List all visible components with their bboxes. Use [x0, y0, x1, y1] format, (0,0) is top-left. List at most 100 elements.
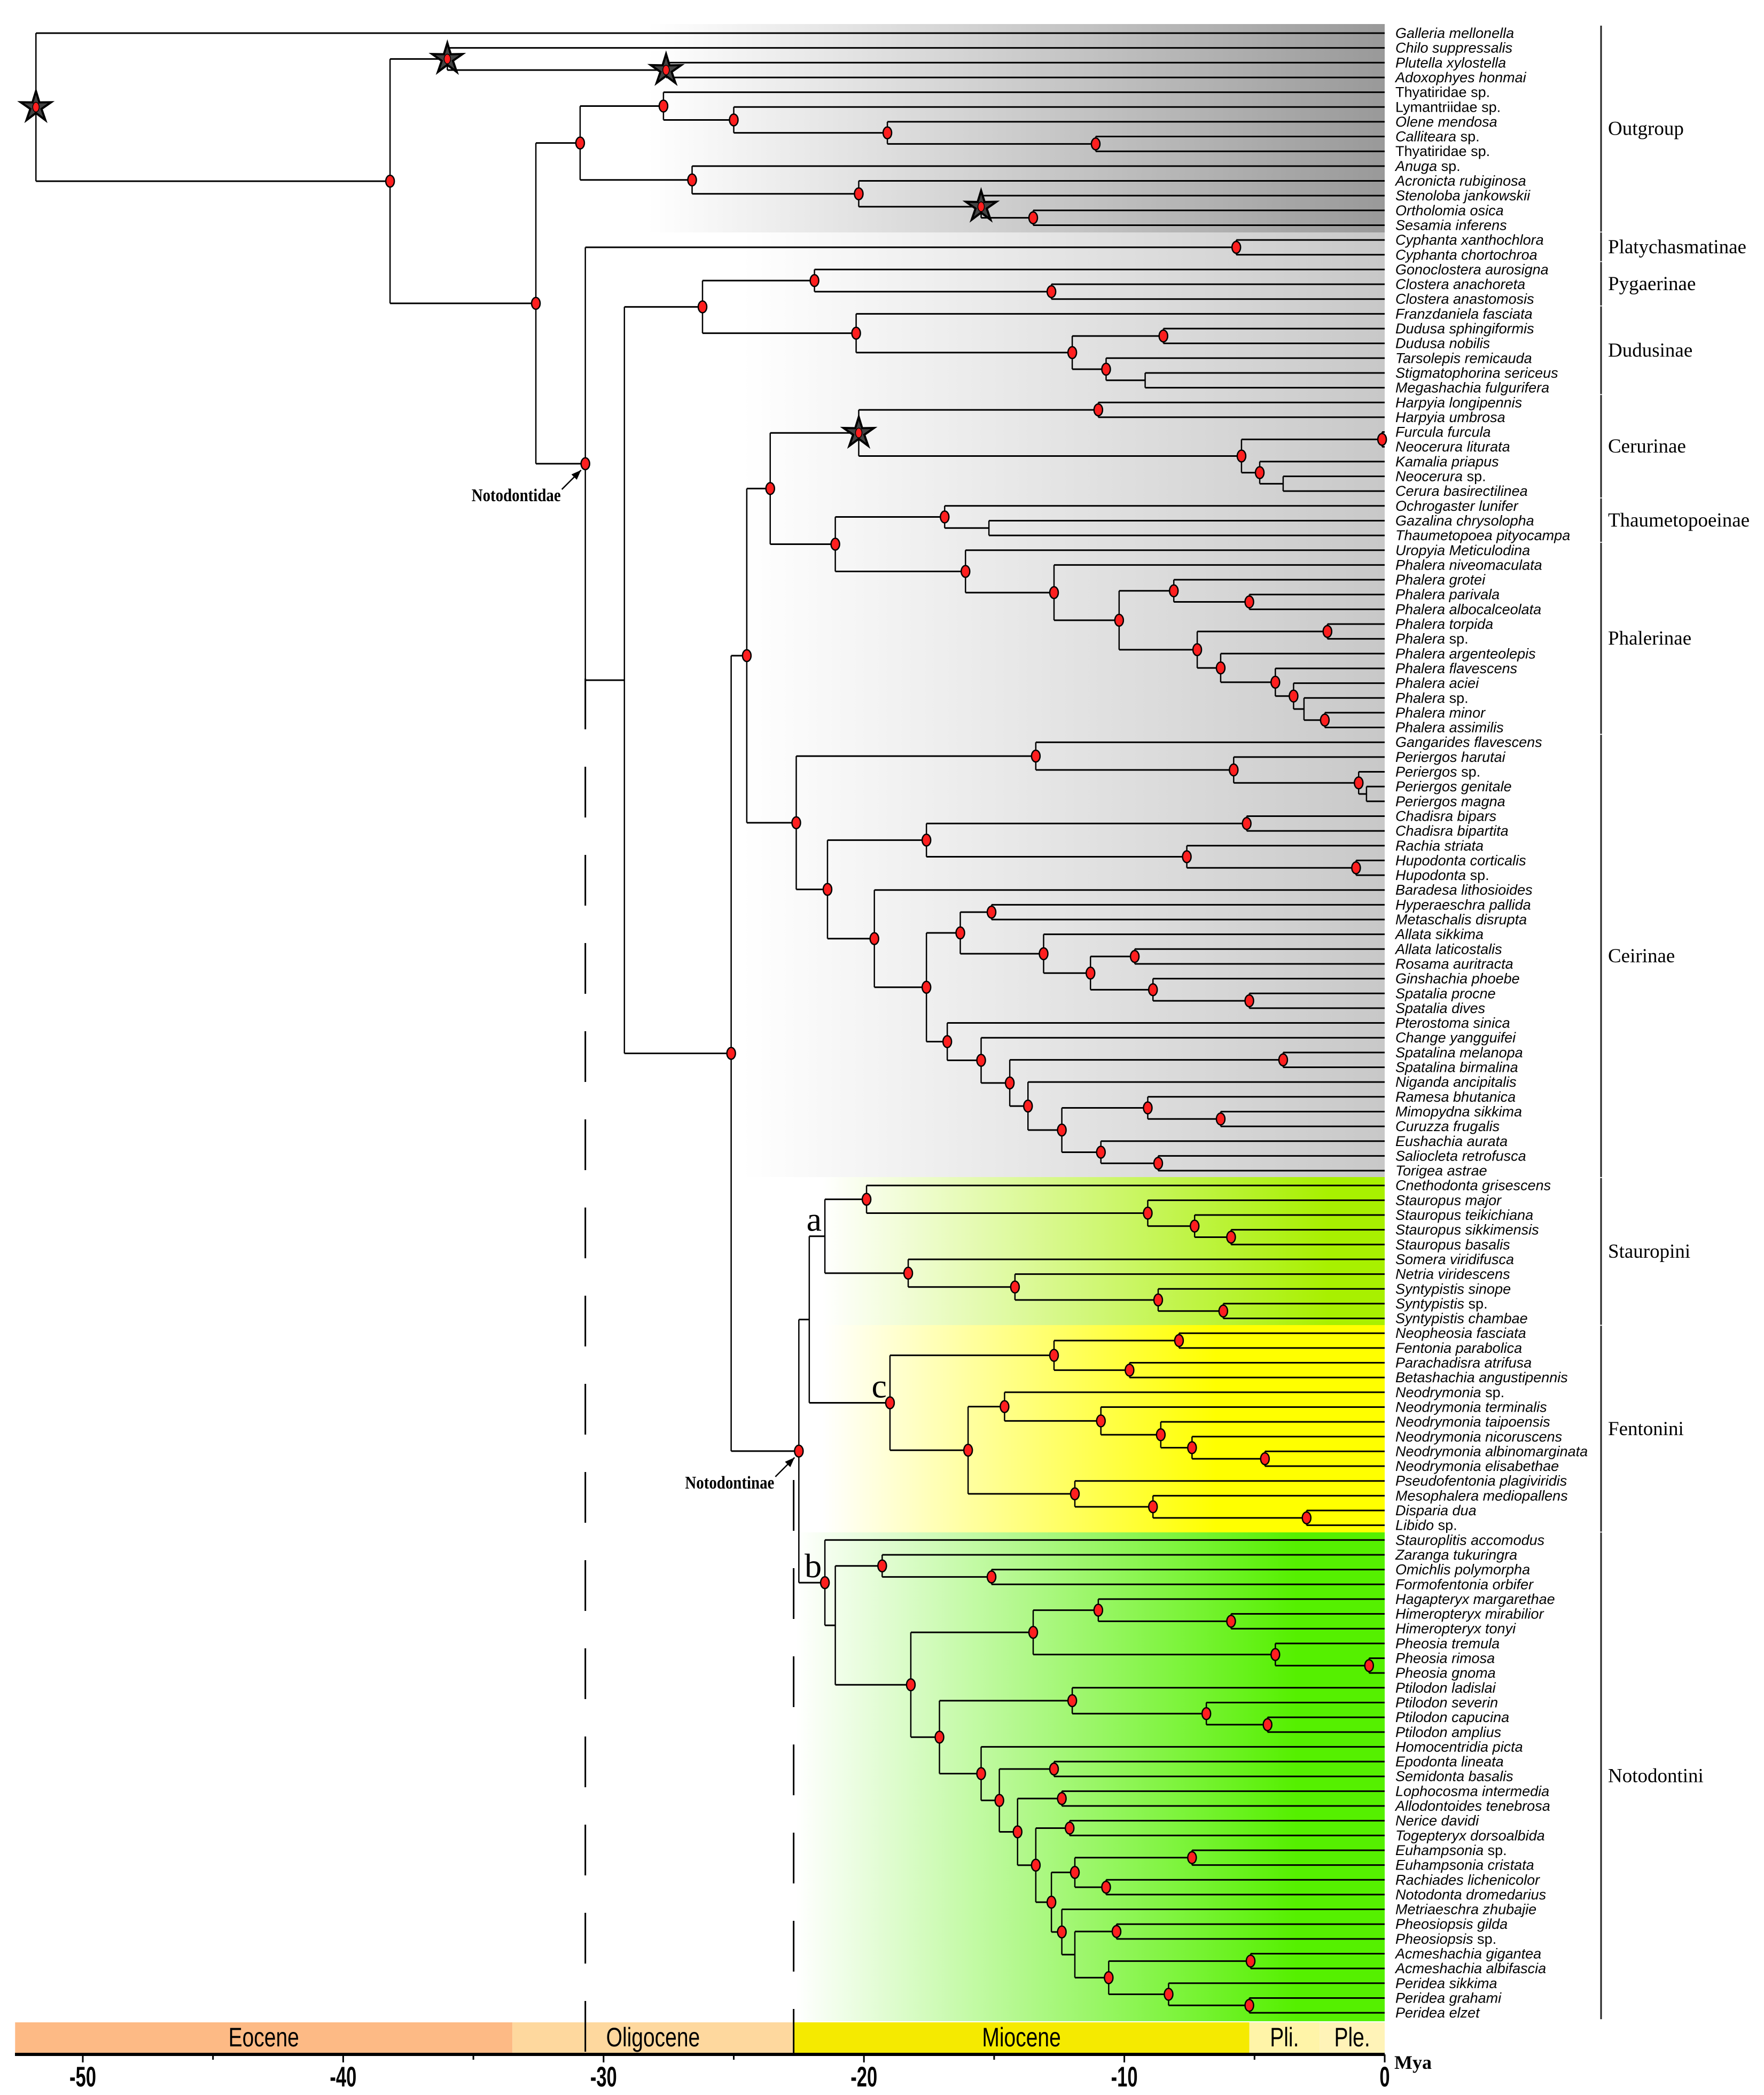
node-dot: [1096, 1146, 1106, 1159]
taxon-label: Phalera flavescens: [1395, 660, 1517, 676]
taxon-label: Gazalina chrysolopha: [1395, 512, 1534, 528]
node-dot: [1039, 947, 1049, 961]
taxon-label: Calliteara sp.: [1395, 129, 1480, 145]
node-dot: [976, 1054, 986, 1067]
taxon-label: Phalera argenteolepis: [1395, 645, 1536, 661]
taxon-label: Pseudofentonia plagiviridis: [1395, 1473, 1567, 1489]
axis-tick-label: -20: [850, 2062, 877, 2093]
taxon-label: Stenoloba jankowskii: [1395, 188, 1531, 204]
taxon-label: Pheosiopsis sp.: [1395, 1931, 1496, 1947]
clade-label-platychasmatinae: Platychasmatinae: [1608, 236, 1746, 258]
node-dot: [830, 538, 840, 551]
node-dot: [1244, 595, 1254, 609]
taxon-label: Neopheosia fasciata: [1395, 1325, 1526, 1341]
node-dot: [32, 102, 40, 113]
taxon-label: Netria viridescens: [1395, 1266, 1510, 1282]
taxon-label: Mesophalera mediopallens: [1395, 1487, 1568, 1504]
node-dot: [1031, 749, 1041, 763]
node-dot: [1153, 1156, 1164, 1170]
taxon-label: Libido sp.: [1395, 1517, 1457, 1533]
taxon-label: Nerice davidi: [1395, 1813, 1479, 1829]
taxon-label: Allata laticostalis: [1394, 941, 1502, 957]
taxon-label: Thyatiridae sp.: [1395, 84, 1490, 100]
node-dot: [1064, 1821, 1075, 1835]
taxon-label: Acmeshachia albifascia: [1394, 1960, 1546, 1976]
taxon-label: Ochrogaster lunifer: [1395, 498, 1519, 514]
taxon-genus: Thyatiridae: [1395, 84, 1467, 100]
notodontidae-shade: [743, 232, 1385, 1177]
node-dot: [994, 1794, 1004, 1807]
taxon-genus: Euhampsonia: [1395, 1842, 1484, 1858]
taxon-label: Periergos genitale: [1395, 778, 1512, 795]
clade-label-phalerinae: Phalerinae: [1608, 628, 1691, 650]
taxon-label: Niganda ancipitalis: [1395, 1074, 1517, 1090]
node-dot: [726, 1047, 736, 1060]
taxon-label: Baradesa lithosioides: [1395, 882, 1533, 898]
time-axis: Mya -50 -40 -30 -20 -10 0: [15, 2052, 1432, 2093]
taxon-label: Spatalia dives: [1395, 1000, 1485, 1016]
taxon-label: Phalera torpida: [1395, 616, 1493, 632]
node-dot: [741, 649, 752, 663]
node-dot: [1004, 1076, 1015, 1090]
axis-tick-label: -10: [1111, 2062, 1138, 2093]
node-dot: [977, 201, 985, 212]
taxon-label: Uropyia Meticulodina: [1395, 542, 1530, 558]
taxon-label: Neodrymonia albinomarginata: [1395, 1443, 1588, 1459]
taxon-label: Anuga sp.: [1394, 158, 1461, 174]
node-dot: [1215, 1112, 1226, 1126]
taxon-label: Euhampsonia cristata: [1395, 1857, 1534, 1873]
epoch-label: Eocene: [229, 2022, 299, 2052]
node-dot: [1093, 1603, 1104, 1617]
taxon-label: Tarsolepis remicauda: [1395, 350, 1532, 366]
taxon-label: Hupodonta corticalis: [1395, 852, 1526, 868]
taxon-label: Periergos magna: [1395, 793, 1505, 809]
taxon-label: Saliocleta retrofusca: [1395, 1148, 1526, 1164]
node-dot: [1057, 1792, 1067, 1805]
node-dot: [1242, 817, 1252, 830]
node-dot: [1262, 1718, 1273, 1732]
taxon-label: Dudusa nobilis: [1395, 336, 1490, 352]
node-dot: [1244, 1999, 1254, 2012]
taxon-genus: Phalera: [1395, 631, 1445, 647]
taxon-label: Neodrymonia taipoensis: [1395, 1414, 1550, 1430]
node-dot: [1129, 949, 1140, 963]
clade-label-fentonini: Fentonini: [1608, 1418, 1684, 1440]
taxon-label: Neodrymonia sp.: [1395, 1384, 1504, 1400]
taxon-label: Franzdaniela fasciata: [1395, 306, 1533, 322]
taxon-label: Epodonta lineata: [1395, 1754, 1504, 1770]
taxon-label: Lymantriidae sp.: [1395, 99, 1501, 115]
taxon-label: Neodrymonia nicoruscens: [1395, 1429, 1562, 1445]
node-dot: [986, 1570, 997, 1584]
taxon-label: Change yangguifei: [1395, 1030, 1516, 1046]
taxon-label: Spatalina birmalina: [1395, 1060, 1518, 1076]
node-dot: [1164, 1988, 1174, 2001]
node-dot: [921, 834, 932, 847]
taxon-label: Chadisra bipars: [1395, 808, 1496, 824]
taxon-label: Megashachia fulgurifera: [1395, 380, 1549, 396]
node-dot: [1067, 346, 1078, 360]
node-annotations: Notodontidae Notodontinae a c b: [472, 470, 887, 1585]
epoch-oligocene: [512, 2022, 794, 2053]
node-dot: [1322, 625, 1333, 638]
taxon-label: Peridea elzet: [1395, 2005, 1480, 2021]
taxon-label: Thyatiridae sp.: [1395, 143, 1490, 159]
node-dot: [1096, 1414, 1106, 1428]
taxon-label: Ginshachia phoebe: [1395, 971, 1520, 987]
outgroup-shade: [648, 24, 1385, 232]
taxon-label: Pheosia rimosa: [1395, 1650, 1495, 1666]
taxon-label: Galleria mellonella: [1395, 25, 1514, 41]
node-dot: [729, 113, 739, 127]
node-dot: [1377, 433, 1387, 446]
taxon-sp: sp.: [1466, 867, 1489, 883]
taxon-label: Phalera assimilis: [1395, 720, 1504, 736]
taxon-label: Phalera parivala: [1395, 587, 1500, 603]
node-dot: [1070, 1866, 1080, 1879]
taxon-label: Allata sikkima: [1394, 926, 1484, 943]
node-dot: [443, 53, 451, 65]
node-dot: [851, 326, 861, 340]
taxon-label: Kamalia priapus: [1395, 454, 1499, 470]
taxon-label: Cerura basirectilinea: [1395, 483, 1528, 499]
taxon-label: Syntypistis sinope: [1395, 1281, 1511, 1297]
node-dot: [1031, 1858, 1041, 1872]
node-dot: [955, 926, 965, 940]
